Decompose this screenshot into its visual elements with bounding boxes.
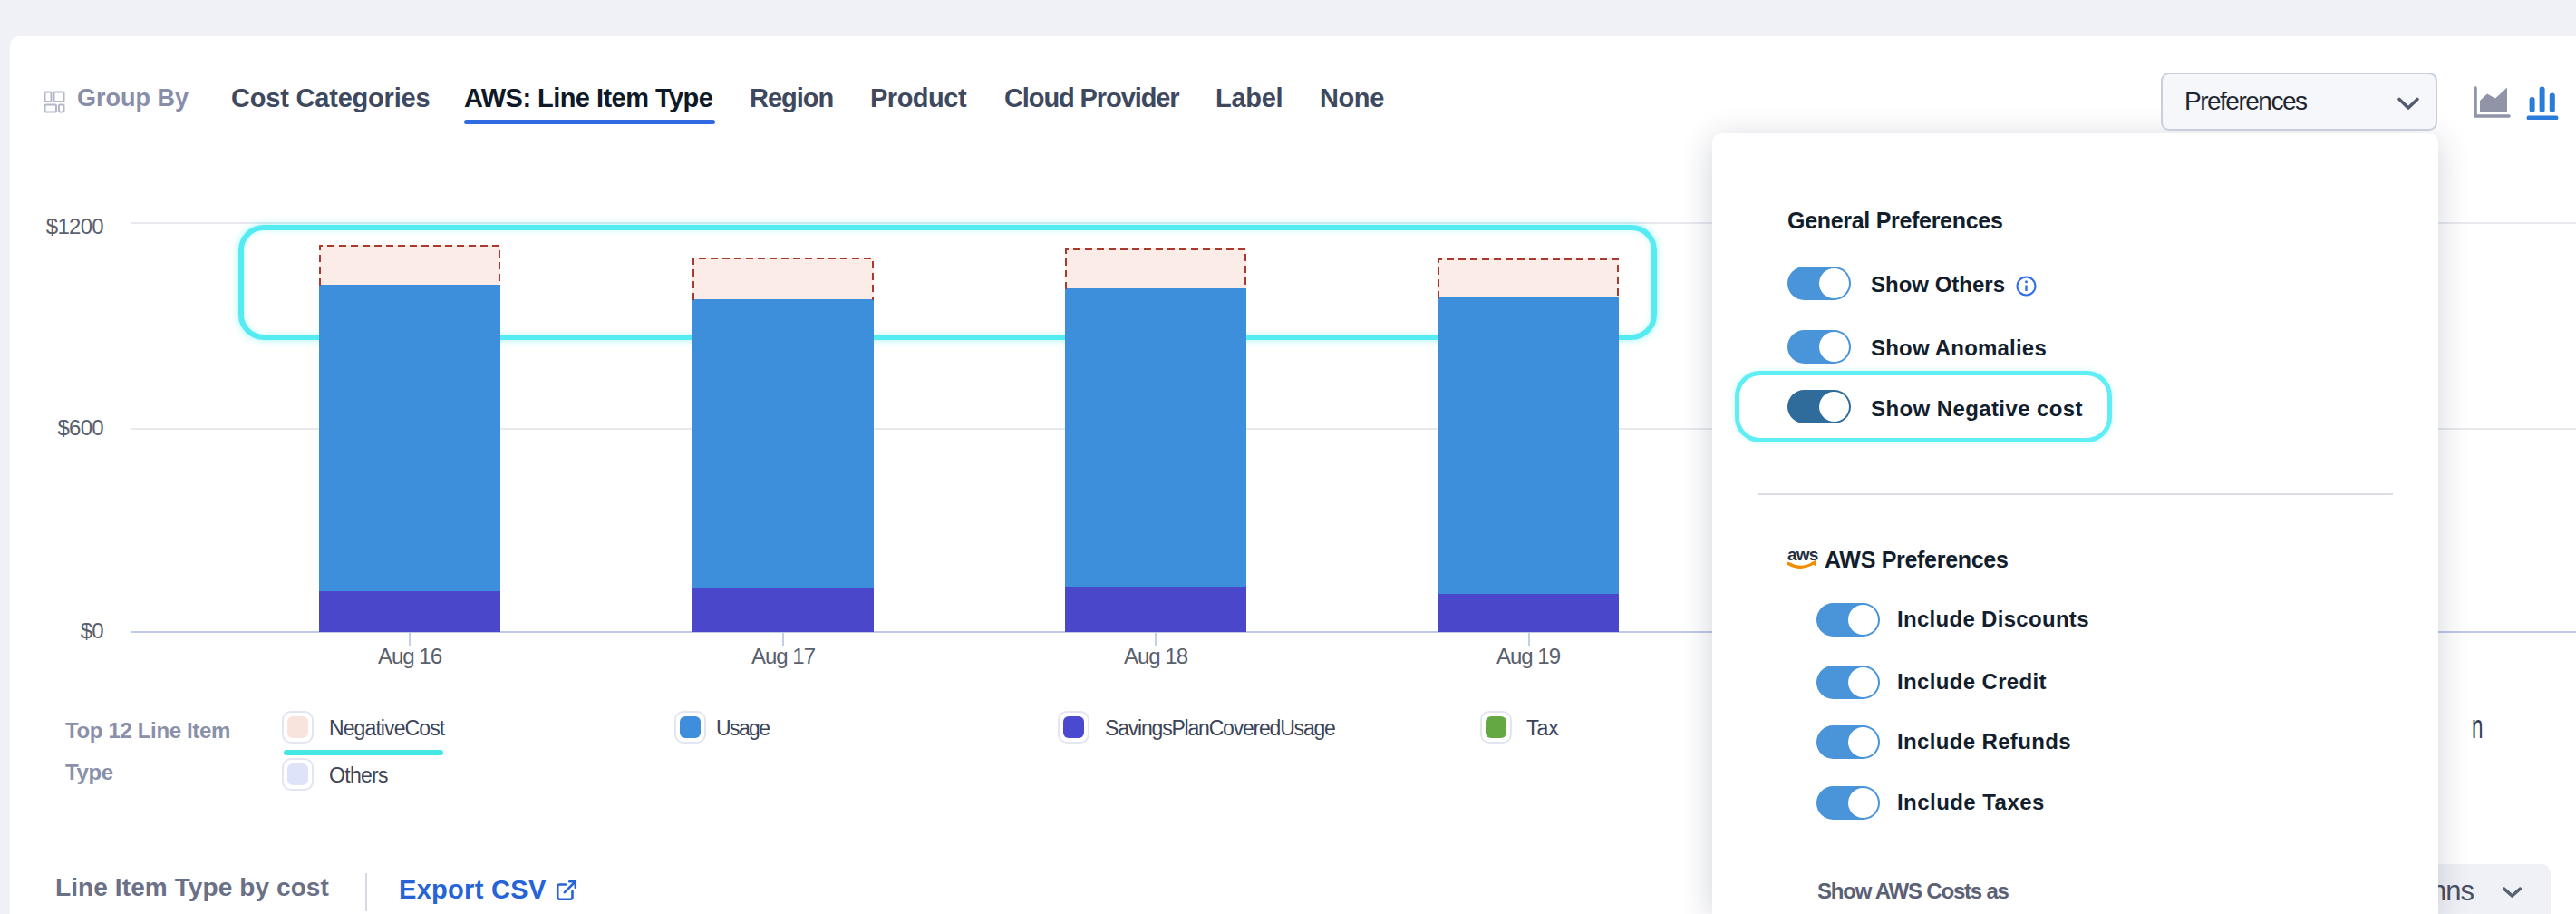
svg-text:aws: aws: [1787, 545, 1818, 564]
